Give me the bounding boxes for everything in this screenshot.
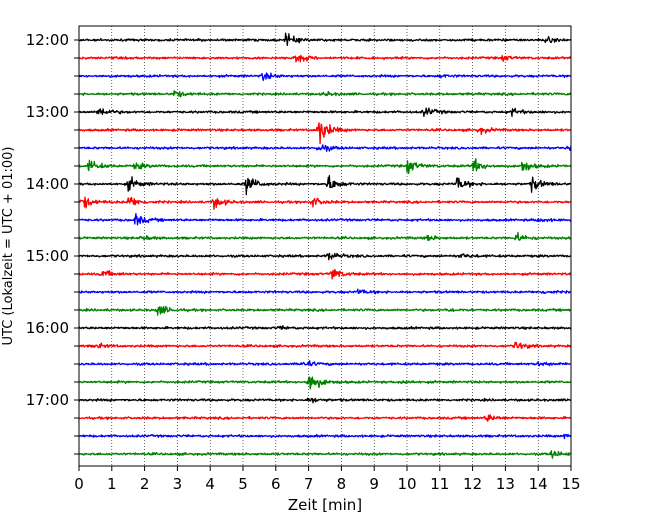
trace-1700 [78, 397, 572, 404]
x-tick-label: 5 [238, 475, 248, 493]
trace-1330 [78, 144, 572, 152]
trace-1245 [78, 90, 572, 98]
trace-1230 [78, 72, 572, 82]
x-tick-label: 8 [337, 475, 347, 493]
x-tick-label: 11 [430, 475, 449, 493]
trace-1715 [78, 414, 572, 422]
x-tick-label: 6 [271, 475, 281, 493]
x-tick-label: 10 [397, 475, 416, 493]
trace-1500 [78, 252, 572, 261]
trace-1400 [78, 175, 572, 196]
y-tick-label: 12:00 [26, 31, 69, 49]
x-tick-label: 9 [369, 475, 379, 493]
trace-1215 [78, 54, 572, 63]
trace-1300 [78, 107, 572, 118]
x-tick-label: 0 [74, 475, 84, 493]
trace-1530 [78, 288, 572, 295]
trace-1430 [78, 213, 572, 226]
y-tick-label: 14:00 [26, 175, 69, 193]
trace-1415 [78, 196, 572, 210]
x-tick-label: 4 [205, 475, 215, 493]
trace-1730 [78, 433, 572, 440]
x-tick-label: 2 [140, 475, 150, 493]
x-tick-label: 3 [173, 475, 183, 493]
trace-1600 [78, 325, 572, 331]
trace-1615 [78, 341, 572, 350]
y-tick-label: 13:00 [26, 103, 69, 121]
trace-1545 [78, 305, 572, 316]
x-axis-label: Zeit [min] [288, 496, 362, 514]
x-tick-label: 14 [529, 475, 548, 493]
plot-frame [78, 25, 572, 467]
x-gridlines [111, 26, 539, 466]
trace-1445 [78, 231, 572, 242]
x-tick-label: 12 [463, 475, 482, 493]
y-tick-label: 15:00 [26, 247, 69, 265]
x-tick-label: 7 [304, 475, 314, 493]
y-tick-label: 17:00 [26, 391, 69, 409]
y-axis-ticks: 12:00 13:00 14:00 15:00 16:00 17:00 [26, 31, 79, 455]
seismic-traces [78, 32, 572, 459]
y-axis-label: UTC (Lokalzeit = UTC + 01:00) [1, 147, 16, 346]
trace-1200 [78, 32, 572, 47]
x-tick-label: 1 [107, 475, 117, 493]
trace-1315 [78, 122, 572, 145]
trace-1345 [78, 158, 572, 175]
y-tick-label: 16:00 [26, 319, 69, 337]
x-tick-label: 13 [496, 475, 515, 493]
trace-1630 [78, 360, 572, 367]
x-tick-label: 15 [561, 475, 580, 493]
trace-1745 [78, 450, 572, 459]
trace-1515 [78, 268, 572, 280]
trace-1645 [78, 376, 572, 390]
x-axis-ticks: 0 1 2 3 4 5 6 7 8 9 10 11 12 13 14 15 [74, 466, 581, 493]
